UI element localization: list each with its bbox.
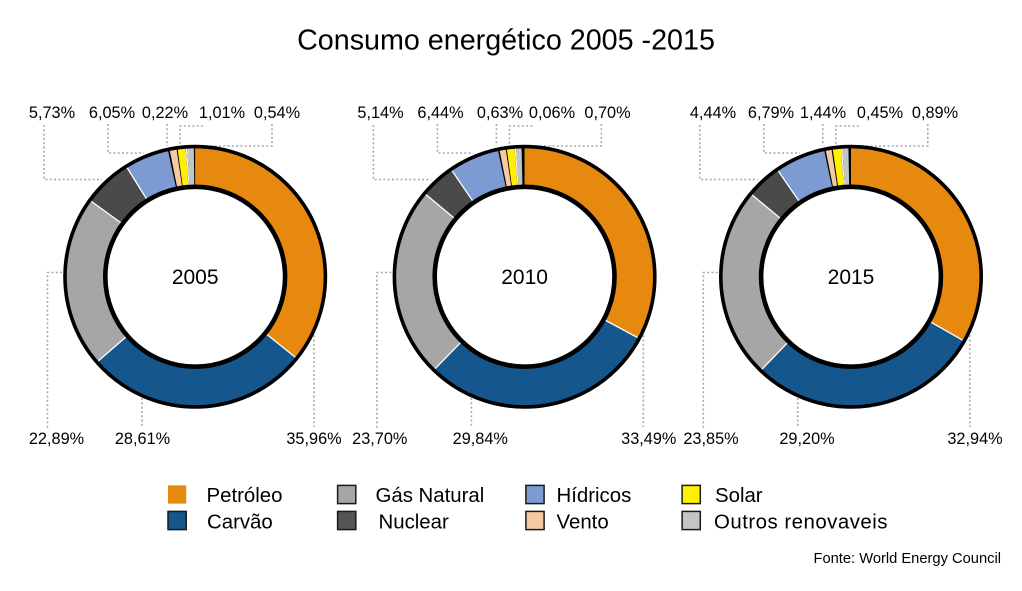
svg-text:29,20%: 29,20% — [779, 430, 834, 448]
svg-text:Petróleo: Petróleo — [207, 485, 283, 507]
svg-text:29,84%: 29,84% — [453, 430, 508, 448]
svg-text:Carvão: Carvão — [207, 512, 273, 534]
svg-text:2010: 2010 — [501, 266, 548, 289]
svg-text:Gás Natural: Gás Natural — [376, 485, 485, 507]
svg-text:Consumo energético 2005 -2015: Consumo energético 2005 -2015 — [297, 25, 715, 57]
svg-text:6,79%: 6,79% — [748, 104, 794, 122]
svg-text:0,70%: 0,70% — [584, 104, 630, 122]
svg-text:6,44%: 6,44% — [417, 104, 463, 122]
svg-text:Nuclear: Nuclear — [379, 512, 449, 534]
svg-text:28,61%: 28,61% — [115, 430, 170, 448]
svg-text:2005: 2005 — [172, 266, 219, 289]
svg-text:4,44%: 4,44% — [690, 104, 736, 122]
svg-text:Outros renovaveis: Outros renovaveis — [714, 512, 888, 534]
svg-text:6,05%: 6,05% — [89, 104, 135, 122]
svg-text:0,06%: 0,06% — [529, 104, 575, 122]
svg-text:0,54%: 0,54% — [254, 104, 300, 122]
svg-text:32,94%: 32,94% — [947, 430, 1002, 448]
svg-text:1,44%: 1,44% — [800, 104, 846, 122]
svg-text:Solar: Solar — [715, 485, 763, 507]
svg-text:Hídricos: Hídricos — [557, 485, 632, 507]
svg-text:5,14%: 5,14% — [357, 104, 403, 122]
svg-text:Vento: Vento — [557, 512, 609, 534]
svg-text:5,73%: 5,73% — [29, 104, 75, 122]
svg-text:35,96%: 35,96% — [286, 430, 341, 448]
svg-text:Fonte: World Energy Council: Fonte: World Energy Council — [814, 551, 1002, 567]
svg-text:1,01%: 1,01% — [199, 104, 245, 122]
svg-text:2015: 2015 — [828, 266, 875, 289]
svg-text:0,22%: 0,22% — [142, 104, 188, 122]
svg-text:23,85%: 23,85% — [683, 430, 738, 448]
svg-text:0,89%: 0,89% — [912, 104, 958, 122]
svg-text:0,63%: 0,63% — [477, 104, 523, 122]
svg-text:0,45%: 0,45% — [857, 104, 903, 122]
svg-text:23,70%: 23,70% — [352, 430, 407, 448]
svg-text:22,89%: 22,89% — [29, 430, 84, 448]
svg-text:33,49%: 33,49% — [621, 430, 676, 448]
